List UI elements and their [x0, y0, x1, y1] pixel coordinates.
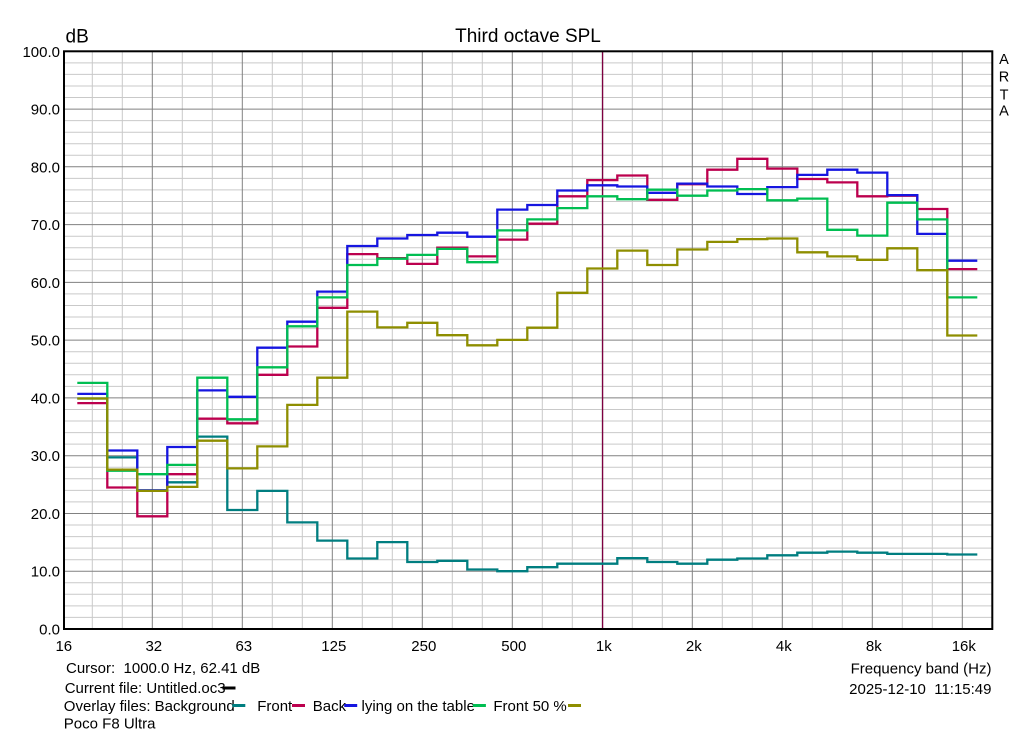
svg-text:8k: 8k	[866, 638, 882, 655]
svg-text:32: 32	[145, 638, 162, 655]
svg-text:A: A	[999, 52, 1009, 68]
svg-text:63: 63	[235, 638, 252, 655]
svg-text:Front 50 %: Front 50 %	[493, 698, 566, 715]
svg-text:70.0: 70.0	[31, 217, 60, 234]
svg-text:Third octave SPL: Third octave SPL	[455, 26, 601, 47]
svg-text:Front: Front	[257, 698, 293, 715]
svg-text:90.0: 90.0	[31, 102, 60, 119]
svg-text:dB: dB	[66, 26, 89, 47]
svg-text:40.0: 40.0	[31, 390, 60, 407]
svg-text:10.0: 10.0	[31, 564, 60, 581]
svg-text:2k: 2k	[686, 638, 702, 655]
svg-text:500: 500	[501, 638, 526, 655]
svg-text:4k: 4k	[776, 638, 792, 655]
svg-text:Frequency band (Hz): Frequency band (Hz)	[851, 660, 992, 677]
svg-text:50.0: 50.0	[31, 333, 60, 350]
svg-text:80.0: 80.0	[31, 159, 60, 176]
svg-text:2025-12-10 11:15:49: 2025-12-10 11:15:49	[849, 681, 991, 698]
svg-text:30.0: 30.0	[31, 448, 60, 465]
svg-text:Back: Back	[313, 698, 347, 715]
svg-text:A: A	[999, 104, 1009, 120]
svg-text:16k: 16k	[952, 638, 977, 655]
svg-text:Overlay files: Background: Overlay files: Background	[64, 698, 235, 715]
svg-text:Poco F8 Ultra: Poco F8 Ultra	[64, 715, 156, 732]
svg-text:125: 125	[321, 638, 346, 655]
svg-text:lying on the table: lying on the table	[362, 698, 475, 715]
svg-text:100.0: 100.0	[22, 44, 60, 61]
svg-text:Current file: Untitled.oc3: Current file: Untitled.oc3	[65, 680, 226, 697]
svg-text:0.0: 0.0	[39, 622, 60, 639]
svg-text:250: 250	[411, 638, 436, 655]
svg-text:60.0: 60.0	[31, 275, 60, 292]
svg-text:16: 16	[55, 638, 72, 655]
svg-text:R: R	[999, 70, 1009, 86]
svg-text:T: T	[1000, 87, 1009, 103]
svg-text:Cursor: 1000.0 Hz, 62.41 dB: Cursor: 1000.0 Hz, 62.41 dB	[66, 660, 260, 677]
svg-text:20.0: 20.0	[31, 506, 60, 523]
svg-text:1k: 1k	[596, 638, 612, 655]
